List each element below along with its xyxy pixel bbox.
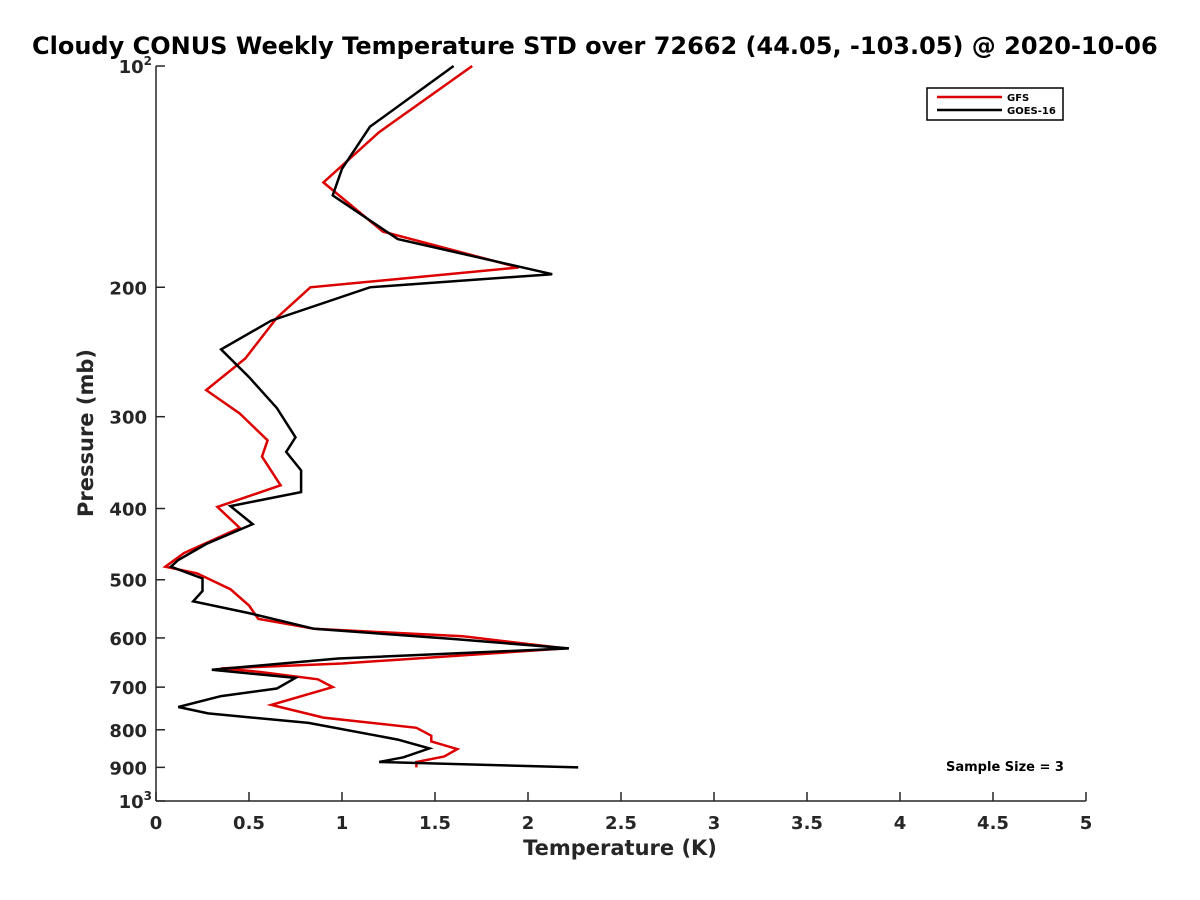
- series-line-gfs: [162, 64, 566, 768]
- series-line-goes16: [168, 64, 579, 769]
- legend-box: [926, 87, 1064, 121]
- x-axis-label: Temperature (K): [523, 836, 717, 860]
- x-tick-label: 4: [894, 813, 907, 834]
- y-tick-label: 400: [109, 500, 147, 521]
- x-tick-label: 3.5: [791, 813, 823, 834]
- x-tick-label: 0.5: [233, 813, 265, 834]
- x-tick-label: 4.5: [977, 813, 1009, 834]
- y-tick-label: 900: [109, 758, 147, 779]
- y-tick-label: 500: [109, 571, 147, 592]
- y-tick-label: 103: [119, 789, 152, 813]
- legend-label-goes16: GOES-16: [1007, 106, 1056, 117]
- legend-label-gfs: GFS: [1007, 93, 1029, 104]
- x-tick-label: 1: [336, 813, 349, 834]
- y-tick-label: 800: [109, 721, 147, 742]
- y-tick-label: 102: [119, 54, 152, 78]
- y-axis-label: Pressure (mb): [74, 349, 98, 517]
- y-axis: 102 200 300 400 500 600 700 800 900 103: [109, 54, 165, 813]
- x-tick-label: 1.5: [419, 813, 451, 834]
- y-tick-label: 300: [109, 408, 147, 429]
- x-tick-label: 3: [708, 813, 721, 834]
- x-tick-label: 5: [1080, 813, 1093, 834]
- x-axis: 0 0.5 1 1.5 2 2.5 3 3.5 4 4.5 5: [150, 792, 1093, 834]
- sample-size-annotation: Sample Size = 3: [946, 760, 1064, 775]
- x-tick-label: 0: [150, 813, 163, 834]
- y-tick-label: 600: [109, 629, 147, 650]
- legend: GFS GOES-16: [926, 87, 1064, 121]
- series-group: [162, 64, 579, 769]
- y-tick-label: 200: [109, 278, 147, 299]
- y-tick-label: 700: [109, 678, 147, 699]
- x-tick-label: 2.5: [605, 813, 637, 834]
- chart-title: Cloudy CONUS Weekly Temperature STD over…: [32, 32, 1158, 60]
- x-tick-label: 2: [522, 813, 535, 834]
